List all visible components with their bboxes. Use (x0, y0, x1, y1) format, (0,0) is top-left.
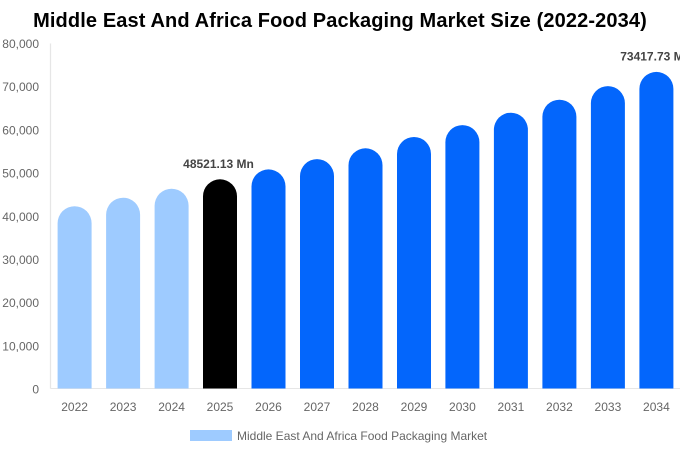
svg-text:80,000: 80,000 (2, 37, 39, 51)
svg-text:60,000: 60,000 (2, 123, 39, 137)
svg-text:2032: 2032 (546, 400, 573, 414)
svg-text:2029: 2029 (401, 400, 428, 414)
svg-text:50,000: 50,000 (2, 167, 39, 181)
svg-text:2022: 2022 (61, 400, 88, 414)
svg-text:2025: 2025 (207, 400, 234, 414)
svg-text:40,000: 40,000 (2, 210, 39, 224)
svg-text:2023: 2023 (110, 400, 137, 414)
svg-text:30,000: 30,000 (2, 253, 39, 267)
svg-text:2024: 2024 (158, 400, 185, 414)
svg-text:Middle East And Africa Food Pa: Middle East And Africa Food Packaging Ma… (237, 429, 488, 443)
svg-text:10,000: 10,000 (2, 339, 39, 353)
svg-text:2033: 2033 (595, 400, 622, 414)
svg-text:48521.13 Mn: 48521.13 Mn (183, 157, 254, 171)
svg-text:2026: 2026 (255, 400, 282, 414)
svg-text:2034: 2034 (643, 400, 670, 414)
svg-text:2028: 2028 (352, 400, 379, 414)
svg-text:73417.73 Mn: 73417.73 Mn (620, 49, 680, 63)
svg-text:2031: 2031 (498, 400, 525, 414)
svg-text:0: 0 (32, 383, 39, 397)
svg-text:2027: 2027 (304, 400, 331, 414)
svg-text:70,000: 70,000 (2, 80, 39, 94)
svg-text:2030: 2030 (449, 400, 476, 414)
svg-text:20,000: 20,000 (2, 296, 39, 310)
svg-text:Middle East And Africa Food Pa: Middle East And Africa Food Packaging Ma… (33, 10, 647, 32)
